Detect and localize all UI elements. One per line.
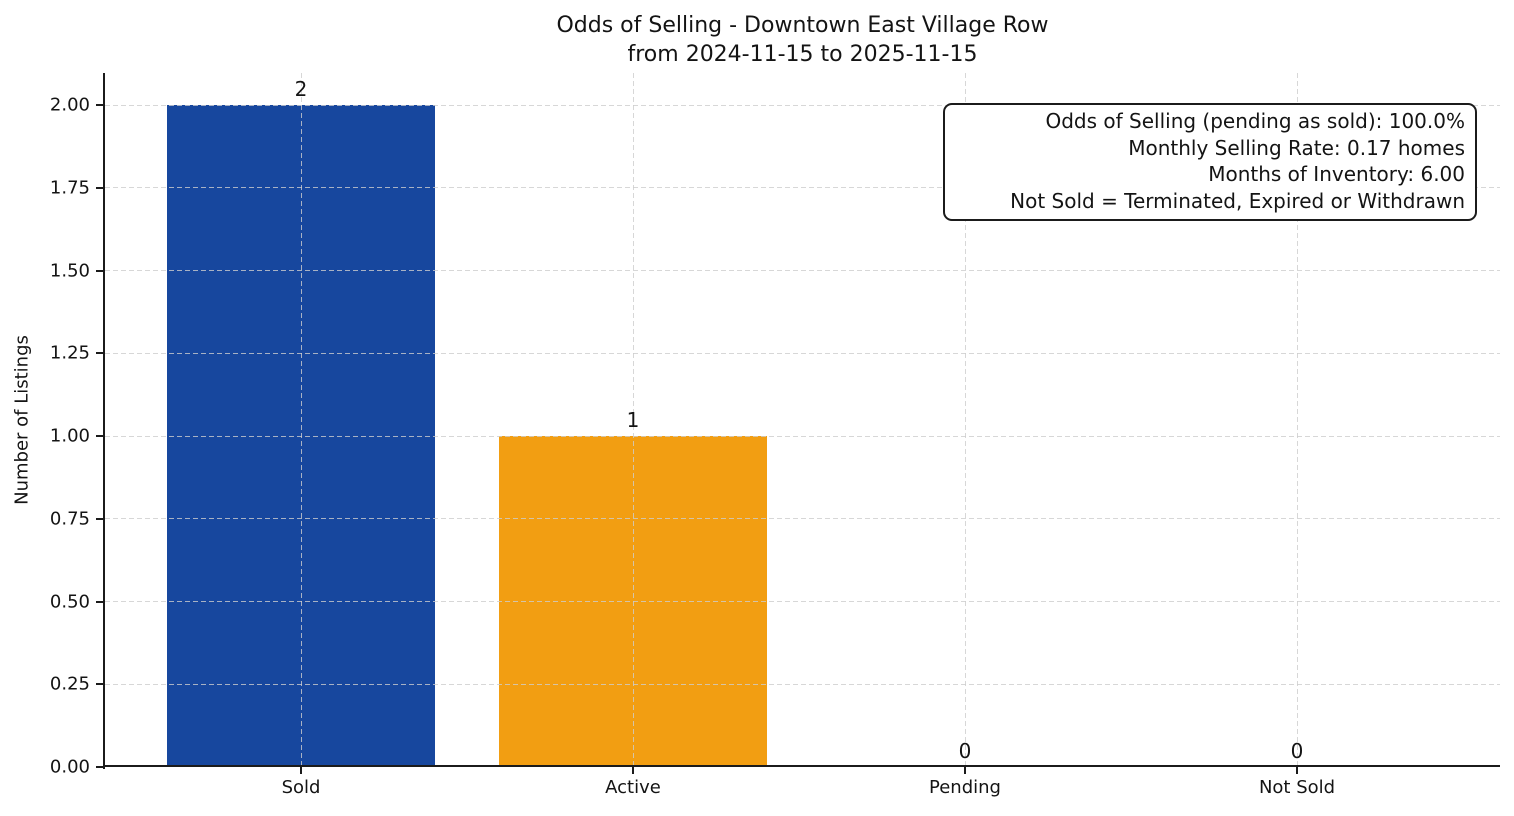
y-tick-mark <box>96 517 103 520</box>
x-tick-mark <box>1296 767 1298 774</box>
x-tick-label: Not Sold <box>1258 777 1336 798</box>
vertical-gridline <box>300 73 302 767</box>
horizontal-gridline <box>105 270 1500 271</box>
y-tick-mark <box>96 435 103 437</box>
y-tick-label: 1.00 <box>49 425 90 447</box>
stats-annotation-box: Odds of Selling (pending as sold): 100.0… <box>943 103 1477 221</box>
horizontal-gridline <box>105 352 1500 354</box>
horizontal-gridline <box>105 601 1500 602</box>
chart-title-block: Odds of Selling - Downtown East Village … <box>105 11 1500 69</box>
y-axis-line <box>103 73 105 769</box>
horizontal-gridline <box>105 104 1500 106</box>
y-tick-mark <box>96 352 103 355</box>
y-tick-label: 1.50 <box>49 260 90 281</box>
plot-area: 0.00 0.25 0.50 0.75 1.00 1.25 1.50 1.75 2.00 2 Sol… <box>50 73 1500 798</box>
x-tick-mark <box>632 767 634 774</box>
y-tick-mark <box>96 766 103 768</box>
annotation-odds-of-selling: Odds of Selling (pending as sold): 100.0… <box>1045 109 1465 133</box>
chart-subtitle: from 2024-11-15 to 2025-11-15 <box>627 42 978 67</box>
horizontal-gridline <box>105 187 1500 189</box>
y-tick-label: 0.75 <box>49 508 90 530</box>
chart-title: Odds of Selling - Downtown East Village … <box>556 13 1049 38</box>
x-tick-label: Pending <box>929 777 1001 798</box>
y-tick-mark <box>96 269 103 272</box>
horizontal-gridline <box>105 518 1500 520</box>
bar-value-label: 0 <box>1290 739 1304 763</box>
y-tick-mark <box>96 600 103 603</box>
bar-value-label: 0 <box>958 739 972 763</box>
annotation-months-of-inventory: Months of Inventory: 6.00 <box>1208 162 1465 186</box>
bar-value-label: 1 <box>626 408 640 432</box>
x-axis-line <box>103 765 1500 767</box>
horizontal-gridline <box>105 435 1500 437</box>
x-tick-label: Active <box>605 777 661 798</box>
annotation-monthly-selling-rate: Monthly Selling Rate: 0.17 homes <box>1128 135 1465 160</box>
y-tick-label: 2.00 <box>49 94 90 116</box>
x-tick-mark <box>300 767 302 774</box>
y-tick-mark <box>96 104 103 106</box>
x-tick-mark <box>964 767 966 774</box>
y-tick-label: 0.50 <box>49 591 90 612</box>
y-tick-label: 1.75 <box>49 177 90 199</box>
y-tick-mark <box>96 683 103 686</box>
y-tick-label: 1.25 <box>49 342 90 364</box>
bar-value-label: 2 <box>294 77 308 101</box>
vertical-gridline <box>1296 73 1298 767</box>
vertical-gridline <box>964 73 966 767</box>
y-axis-label: Number of Listings <box>11 335 33 505</box>
y-tick-label: 0.00 <box>49 756 90 778</box>
horizontal-gridline <box>105 683 1500 685</box>
y-tick-label: 0.25 <box>49 673 90 695</box>
y-tick-mark <box>96 186 103 189</box>
vertical-gridline <box>632 73 634 767</box>
x-tick-label: Sold <box>281 777 321 798</box>
annotation-not-sold-definition: Not Sold = Terminated, Expired or Withdr… <box>1010 188 1465 213</box>
